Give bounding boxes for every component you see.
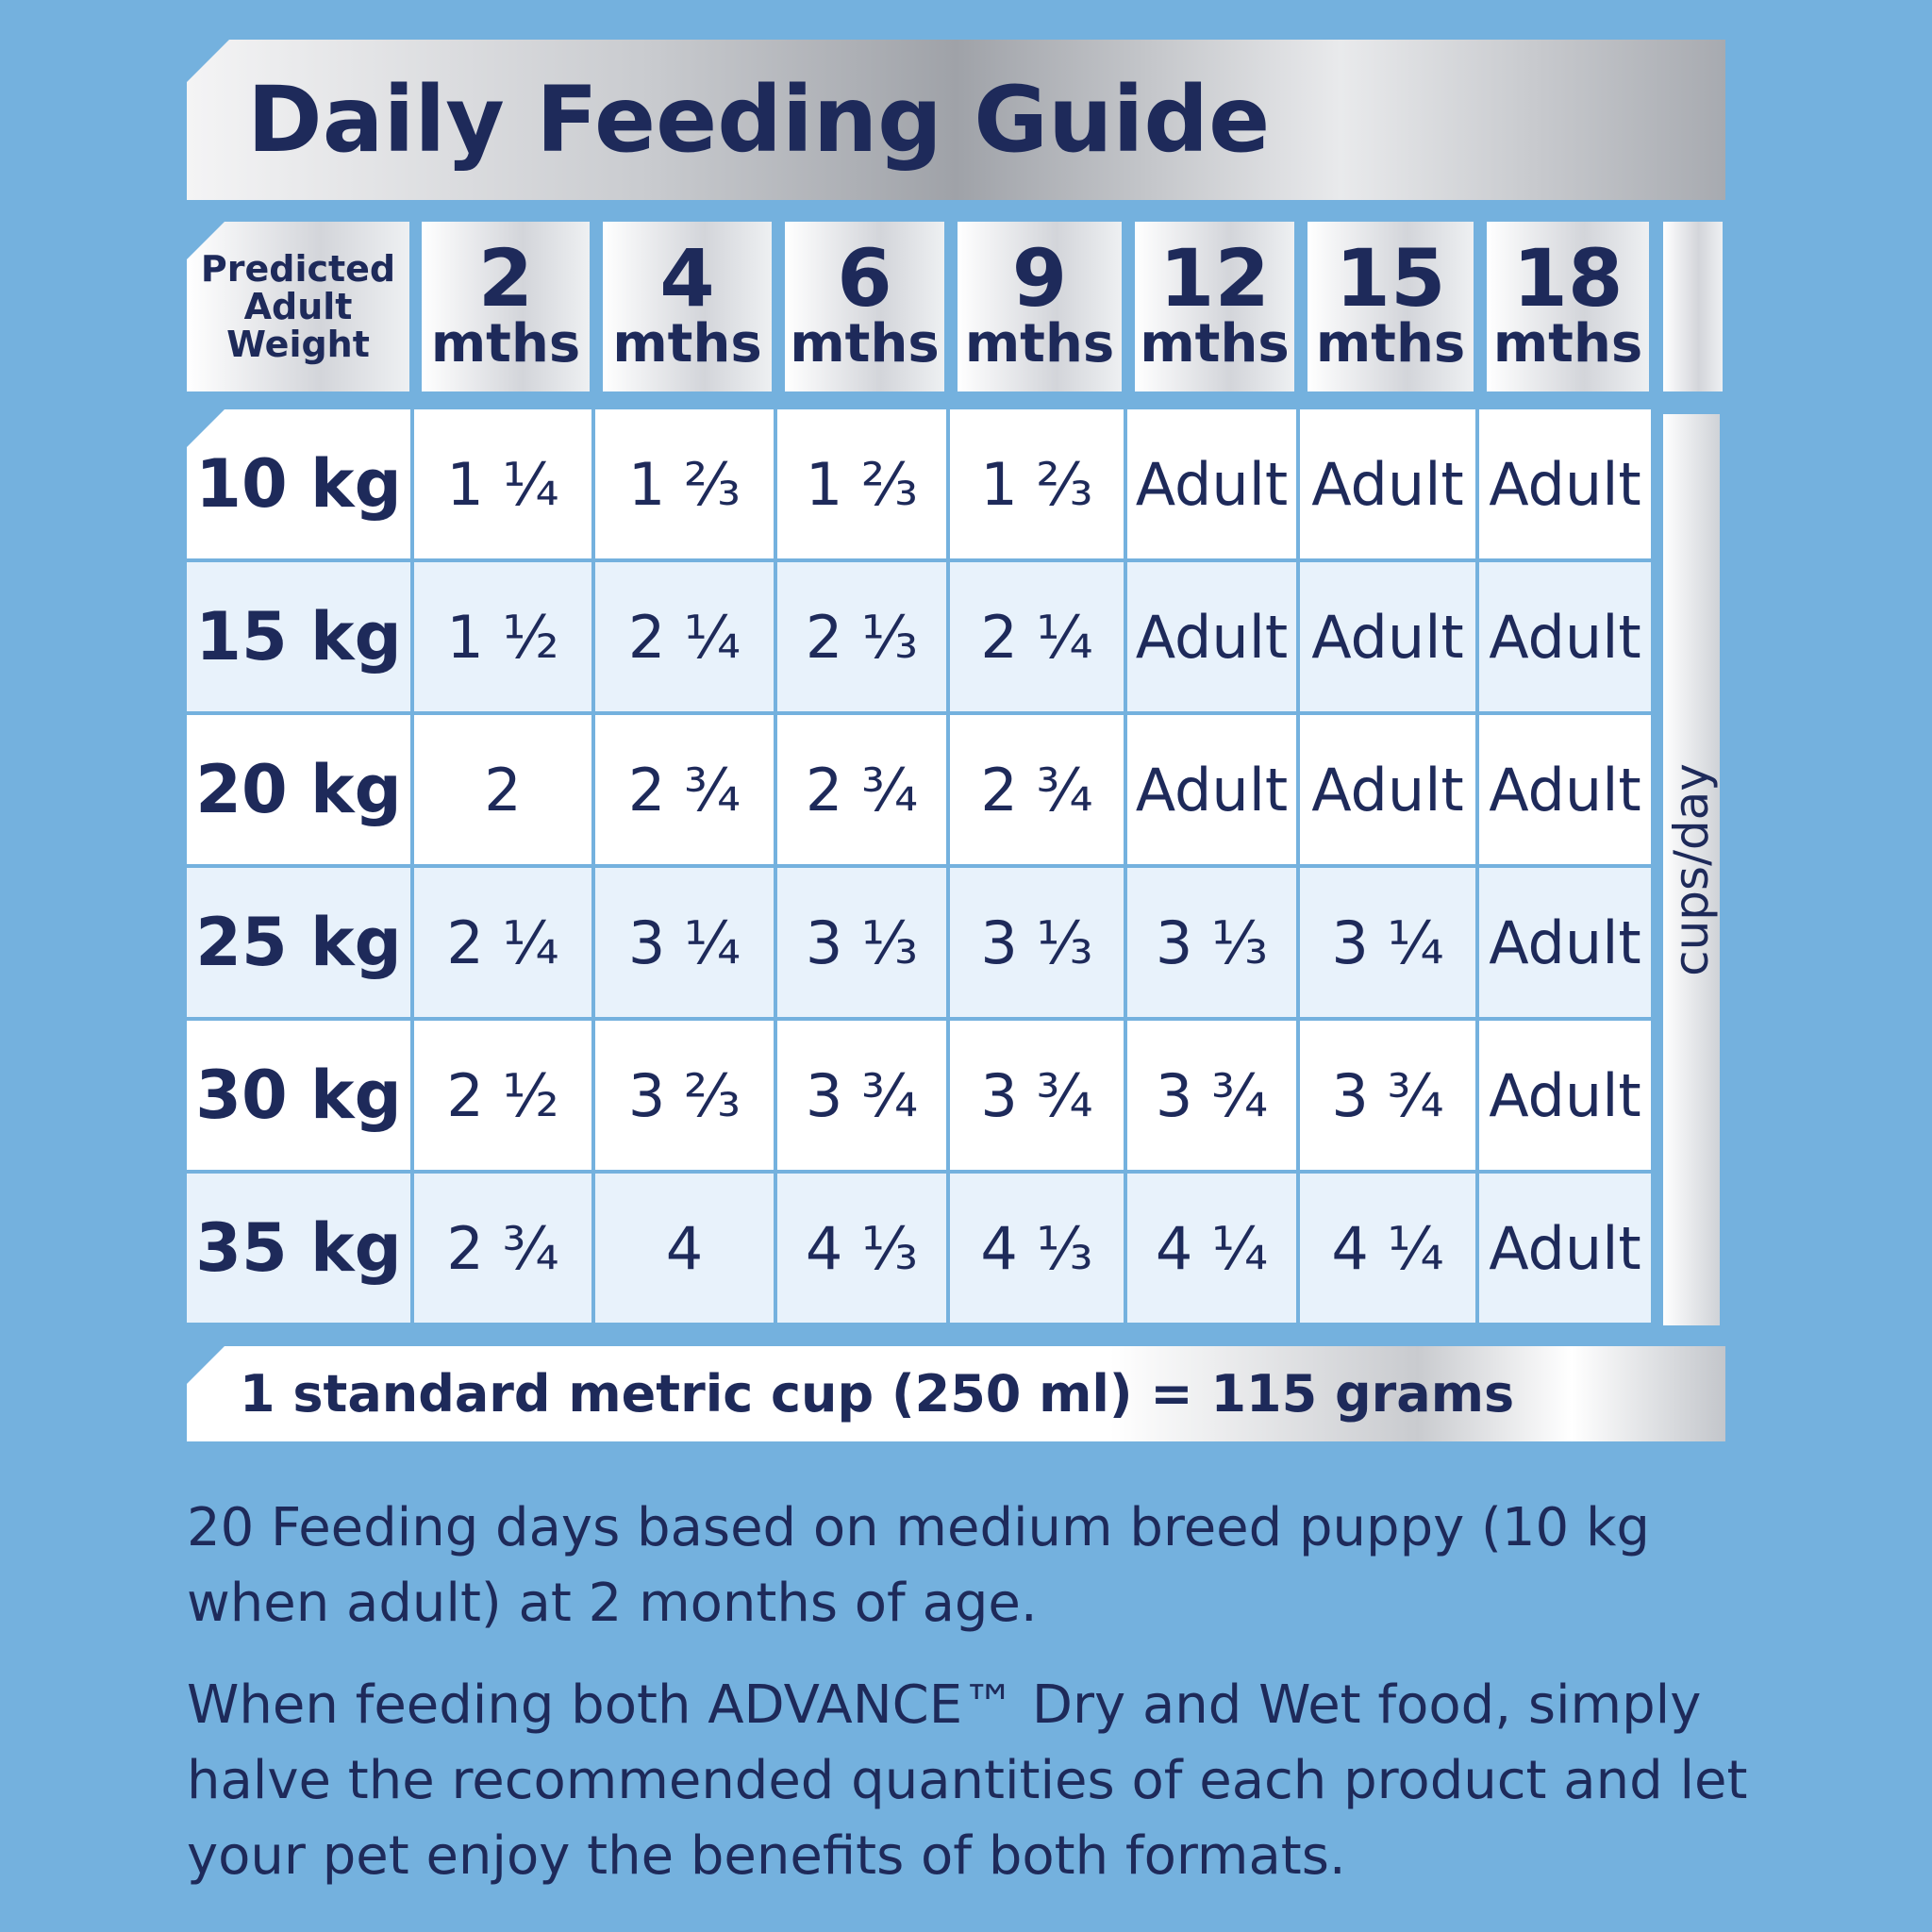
value-cell: 3 ¾ xyxy=(950,1021,1127,1174)
value-cell: Adult xyxy=(1479,1174,1655,1326)
column-age: 2 xyxy=(477,232,534,325)
value-cell: Adult xyxy=(1300,409,1479,562)
value-cell: 2 ¼ xyxy=(414,868,595,1021)
value-cell: 1 ¼ xyxy=(414,409,595,562)
value-cell: 3 ¼ xyxy=(1300,868,1479,1021)
column-unit: mths xyxy=(1492,313,1643,375)
value-cell: Adult xyxy=(1479,562,1655,715)
value-cell: 2 ¾ xyxy=(414,1174,595,1326)
value-cell: 2 ¾ xyxy=(595,715,777,868)
value-cell: 2 ¾ xyxy=(950,715,1127,868)
value-cell: 2 ¼ xyxy=(950,562,1127,715)
column-age: 12 xyxy=(1159,232,1270,325)
value-cell: 3 ⅓ xyxy=(777,868,950,1021)
column-header: 4 mths xyxy=(603,222,772,391)
column-header: 2 mths xyxy=(422,222,590,391)
value-cell: 3 ¾ xyxy=(1127,1021,1300,1174)
title: Daily Feeding Guide xyxy=(247,67,1271,173)
column-unit: mths xyxy=(612,313,762,375)
side-label: cups/day xyxy=(1664,763,1719,976)
title-banner xyxy=(187,40,1725,200)
column-unit: mths xyxy=(1140,313,1290,375)
value-cell: 1 ⅔ xyxy=(777,409,950,562)
value-cell: 2 ⅓ xyxy=(777,562,950,715)
header-spacer xyxy=(1663,222,1723,391)
note: 20 Feeding days based on medium breed pu… xyxy=(187,1497,1650,1634)
corner-header: Predicted Adult Weight xyxy=(187,222,409,391)
weight-cell: 30 kg xyxy=(187,1021,414,1174)
side-label-bar: cups/day xyxy=(1663,414,1720,1325)
note: When feeding both ADVANCE™ Dry and Wet f… xyxy=(187,1674,1748,1887)
column-header: 18 mths xyxy=(1487,222,1649,391)
value-cell: 1 ½ xyxy=(414,562,595,715)
column-unit: mths xyxy=(430,313,581,375)
column-age: 9 xyxy=(1011,232,1068,325)
column-unit: mths xyxy=(1315,313,1466,375)
value-cell: Adult xyxy=(1479,409,1655,562)
value-cell: 1 ⅔ xyxy=(595,409,777,562)
value-cell: 4 xyxy=(595,1174,777,1326)
value-cell: Adult xyxy=(1479,868,1655,1021)
value-cell: Adult xyxy=(1300,715,1479,868)
value-cell: 3 ¾ xyxy=(777,1021,950,1174)
column-header: 6 mths xyxy=(785,222,944,391)
value-cell: 4 ¼ xyxy=(1127,1174,1300,1326)
value-cell: 2 xyxy=(414,715,595,868)
column-age: 15 xyxy=(1335,232,1446,325)
value-cell: Adult xyxy=(1300,562,1479,715)
weight-cell: 25 kg xyxy=(187,868,414,1021)
value-cell: 2 ¼ xyxy=(595,562,777,715)
value-cell: 3 ⅓ xyxy=(950,868,1127,1021)
column-age: 18 xyxy=(1512,232,1624,325)
value-cell: 3 ⅔ xyxy=(595,1021,777,1174)
value-cell: Adult xyxy=(1479,715,1655,868)
column-header: 12 mths xyxy=(1135,222,1294,391)
value-cell: 2 ¾ xyxy=(777,715,950,868)
value-cell: 4 ¼ xyxy=(1300,1174,1479,1326)
footnote-banner xyxy=(187,1346,1725,1441)
value-cell: 3 ⅓ xyxy=(1127,868,1300,1021)
value-cell: Adult xyxy=(1127,409,1300,562)
value-cell: Adult xyxy=(1479,1021,1655,1174)
value-cell: Adult xyxy=(1127,562,1300,715)
column-age: 6 xyxy=(837,232,892,325)
value-cell: 4 ⅓ xyxy=(950,1174,1127,1326)
weight-cell: 35 kg xyxy=(187,1174,414,1326)
value-cell: 4 ⅓ xyxy=(777,1174,950,1326)
value-cell: 2 ½ xyxy=(414,1021,595,1174)
column-age: 4 xyxy=(659,232,715,325)
column-unit: mths xyxy=(790,313,940,375)
column-header: 15 mths xyxy=(1307,222,1474,391)
weight-cell: 10 kg xyxy=(187,409,414,562)
weight-cell: 15 kg xyxy=(187,562,414,715)
value-cell: 3 ¾ xyxy=(1300,1021,1479,1174)
value-cell: 3 ¼ xyxy=(595,868,777,1021)
footnote: 1 standard metric cup (250 ml) = 115 gra… xyxy=(240,1364,1515,1424)
value-cell: Adult xyxy=(1127,715,1300,868)
column-header: 9 mths xyxy=(958,222,1122,391)
weight-cell: 20 kg xyxy=(187,715,414,868)
column-unit: mths xyxy=(964,313,1115,375)
value-cell: 1 ⅔ xyxy=(950,409,1127,562)
